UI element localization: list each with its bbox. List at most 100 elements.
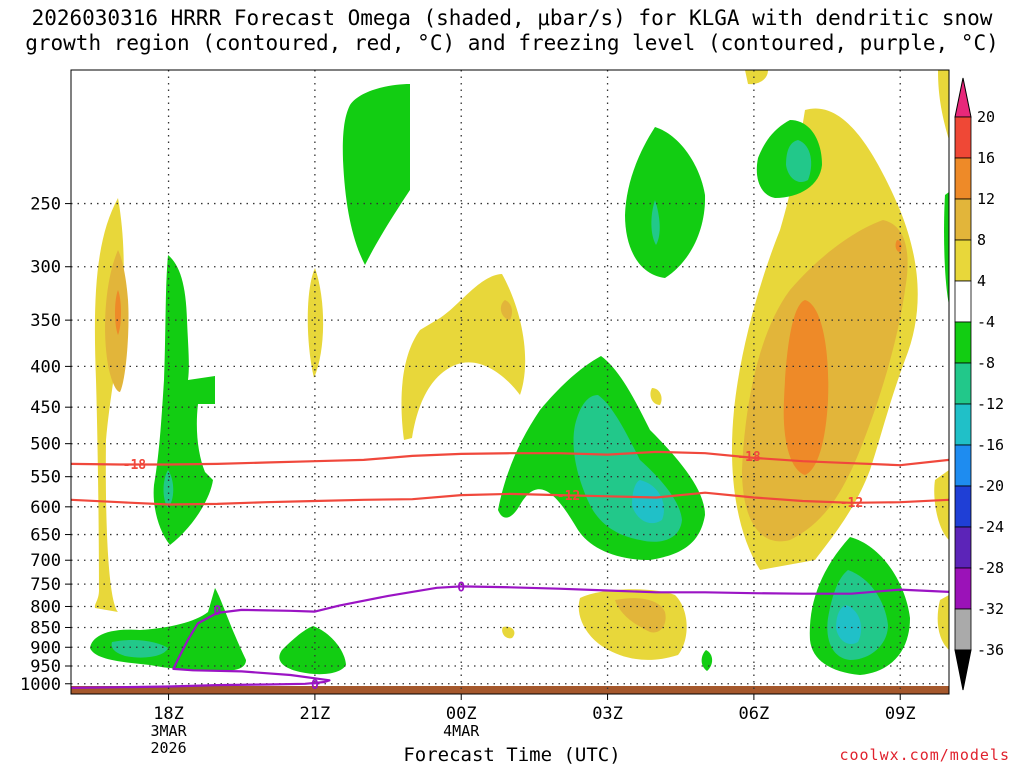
- colorbar-segment: [954, 362, 972, 405]
- y-tick-label: 850: [30, 618, 61, 638]
- contour-labels: -18 -18 -12 -12 0 0 0: [123, 450, 864, 693]
- omega-negative-region: [701, 650, 713, 671]
- x-tick-label: 03Z: [592, 704, 623, 724]
- colorbar: 20 16 12 8 4 -4 -8 -12 -16 -20 -24 -28 -32 -36: [954, 77, 1004, 691]
- colorbar-segment: [954, 198, 972, 241]
- omega-positive-region: [938, 70, 949, 140]
- colorbar-segment: [954, 567, 972, 610]
- y-tick-label: 300: [30, 258, 61, 278]
- plot-frame: [70, 69, 950, 695]
- y-tick-label: 900: [30, 638, 61, 658]
- colorbar-segment: [954, 526, 972, 569]
- omega-positive-region: [307, 268, 324, 378]
- y-tick-label: 500: [30, 435, 61, 455]
- y-tick-label: 250: [30, 195, 61, 215]
- colorbar-label: -16: [977, 436, 1004, 454]
- colorbar-segment: [954, 116, 972, 159]
- omega-negative-region: [153, 255, 215, 545]
- omega-shading: [90, 70, 949, 675]
- y-tick-label: 650: [30, 526, 61, 546]
- colorbar-label: 12: [977, 190, 995, 208]
- colorbar-label: 16: [977, 149, 995, 167]
- omega-negative-region: [944, 192, 949, 305]
- chart-title: 2026030316 HRRR Forecast Omega (shaded, …: [0, 6, 1024, 56]
- credit-text: coolwx.com/models: [839, 746, 1010, 764]
- omega-positive-region: [895, 240, 902, 252]
- omega-negative-region: [836, 605, 862, 645]
- x-tick-label: 21Z: [300, 704, 331, 724]
- x-tick-date: 3MAR: [150, 722, 187, 740]
- omega-negative-region: [342, 84, 410, 265]
- colorbar-label: 8: [977, 231, 986, 249]
- omega-negative-region: [279, 626, 346, 675]
- omega-positive-region: [934, 470, 949, 540]
- contour-label: 0: [213, 604, 221, 619]
- x-tick-label: 18Z: [153, 704, 184, 724]
- colorbar-segment: [954, 608, 972, 651]
- omega-positive-region: [937, 595, 949, 650]
- colorbar-segment: [954, 444, 972, 487]
- y-tick-label: 700: [30, 551, 61, 571]
- contour-label: -18: [123, 458, 147, 473]
- omega-positive-region: [615, 598, 666, 633]
- x-tick-label: 00Z: [446, 704, 477, 724]
- colorbar-label: -24: [977, 518, 1004, 536]
- y-tick-label: 350: [30, 311, 61, 331]
- contour-freezing-level: [71, 585, 949, 689]
- omega-positive-region: [500, 300, 513, 320]
- y-tick-label: 600: [30, 498, 61, 518]
- colorbar-segment: [954, 403, 972, 446]
- omega-negative-region: [625, 127, 706, 278]
- chart-title-line1: 2026030316 HRRR Forecast Omega (shaded, …: [31, 6, 993, 30]
- x-tick-year: 2026: [150, 739, 186, 757]
- omega-negative-region: [786, 140, 812, 183]
- x-tick-label: 09Z: [885, 704, 916, 724]
- colorbar-segment: [954, 280, 972, 323]
- colorbar-label: -12: [977, 395, 1004, 413]
- omega-positive-region: [745, 70, 768, 85]
- colorbar-label: -32: [977, 600, 1004, 618]
- colorbar-label: -4: [977, 313, 995, 331]
- colorbar-label: -36: [977, 641, 1004, 659]
- colorbar-segment: [954, 485, 972, 528]
- colorbar-bottom-arrow: [954, 649, 972, 691]
- colorbar-label: -28: [977, 559, 1004, 577]
- omega-negative-region: [163, 470, 174, 508]
- x-tick-label: 06Z: [739, 704, 770, 724]
- y-tick-label: 1000: [20, 675, 61, 695]
- chart-title-line2: growth region (contoured, red, °C) and f…: [25, 31, 999, 55]
- contour-label: 0: [311, 678, 319, 693]
- omega-positive-region: [401, 274, 526, 440]
- omega-positive-region: [115, 290, 121, 335]
- colorbar-segment: [954, 239, 972, 282]
- colorbar-label: -20: [977, 477, 1004, 495]
- contour-label: 0: [457, 580, 465, 595]
- omega-negative-region: [651, 200, 660, 245]
- omega-positive-region: [502, 626, 515, 639]
- omega-negative-region: [111, 640, 168, 658]
- y-tick-label: 950: [30, 657, 61, 677]
- x-axis-label: Forecast Time (UTC): [403, 744, 621, 766]
- y-axis: 2503003504004505005506006507007508008509…: [20, 195, 71, 695]
- omega-negative-region: [632, 480, 664, 524]
- contour-dgz-minus12: [71, 491, 949, 506]
- y-tick-label: 800: [30, 597, 61, 617]
- omega-positive-region: [783, 300, 829, 475]
- omega-positive-region: [650, 388, 662, 405]
- contour-dgz-minus18: [71, 450, 949, 467]
- ground-strip: [71, 686, 949, 694]
- contour-layer: [71, 450, 949, 689]
- colorbar-segment: [954, 157, 972, 200]
- colorbar-segment: [954, 321, 972, 364]
- y-tick-label: 400: [30, 357, 61, 377]
- contour-label: -12: [557, 489, 580, 504]
- y-tick-label: 550: [30, 468, 61, 488]
- colorbar-label: 20: [977, 108, 995, 126]
- colorbar-label: -8: [977, 354, 995, 372]
- contour-label: -18: [737, 450, 761, 465]
- x-tick-date: 4MAR: [443, 722, 480, 740]
- y-tick-label: 750: [30, 575, 61, 595]
- contour-label: -12: [840, 496, 863, 511]
